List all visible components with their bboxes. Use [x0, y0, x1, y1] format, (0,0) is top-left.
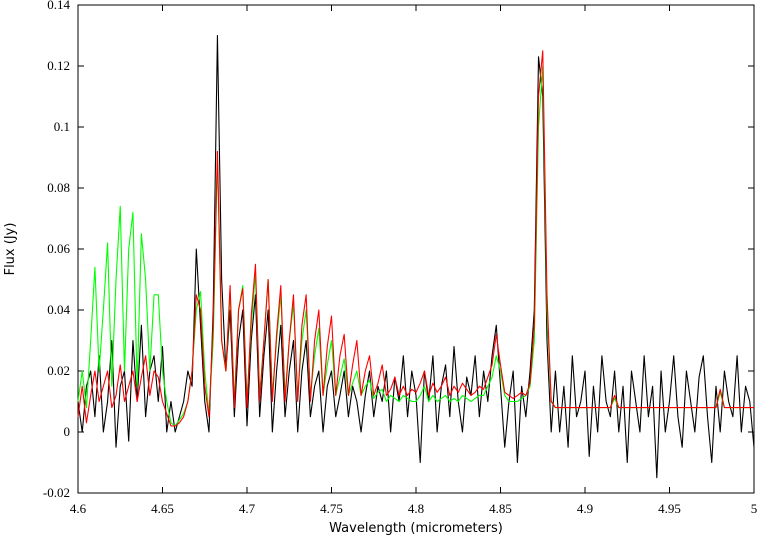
x-tick-label: 4.6 [70, 501, 87, 516]
x-axis-label: Wavelength (micrometers) [329, 521, 503, 536]
y-tick-label: 0.04 [47, 302, 70, 317]
x-tick-label: 4.7 [239, 501, 256, 516]
y-tick-label: 0.08 [47, 180, 70, 195]
y-tick-label: 0.1 [54, 119, 70, 134]
x-tick-label: 4.65 [151, 501, 174, 516]
y-tick-label: 0.14 [47, 0, 70, 12]
spectrum-line [77, 34, 755, 479]
y-tick-label: 0.06 [47, 241, 70, 256]
y-tick-label: -0.02 [43, 485, 70, 500]
x-tick-label: 4.8 [408, 501, 424, 516]
spectrum-line [77, 65, 754, 427]
y-tick-label: 0.12 [47, 58, 70, 73]
spectrum-line [77, 50, 754, 427]
x-tick-label: 4.75 [320, 501, 343, 516]
y-tick-label: 0 [64, 424, 71, 439]
y-tick-label: 0.02 [47, 363, 70, 378]
x-tick-label: 4.85 [489, 501, 512, 516]
y-axis-label: Flux (Jy) [3, 223, 18, 276]
x-tick-label: 4.9 [577, 501, 593, 516]
x-tick-label: 5 [751, 501, 757, 516]
x-tick-label: 4.95 [658, 501, 681, 516]
